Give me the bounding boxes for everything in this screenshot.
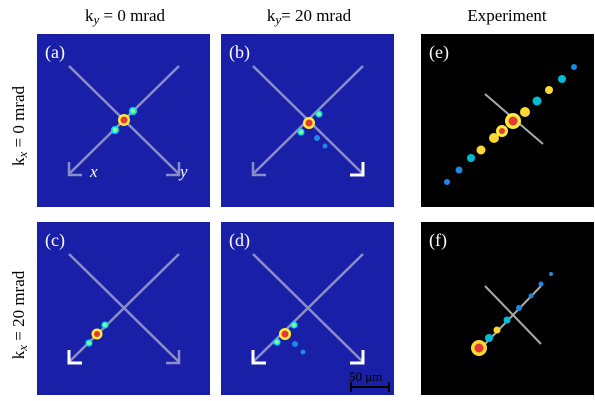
panel-f-label: (f) <box>429 230 447 251</box>
panel-c: (c) <box>37 222 210 395</box>
panel-d-label: (d) <box>229 230 250 251</box>
panel-b-label: (b) <box>229 42 250 63</box>
panel-e-label: (e) <box>429 42 449 63</box>
scalebar-label-d: 50 μm <box>349 369 382 385</box>
panel-e: (e) <box>421 34 594 207</box>
panel-b: (b) <box>221 34 394 207</box>
axis-label-y: y <box>180 162 188 182</box>
scalebar-label-f: 50 μm <box>545 369 578 385</box>
row-label-kx-20: kx = 20 mrad <box>9 247 31 383</box>
panel-a: (a) x y <box>37 34 210 207</box>
row-label-kx-0: kx = 0 mrad <box>9 66 31 186</box>
column-title-ky-20: ky= 20 mrad <box>224 6 394 28</box>
scalebar-d <box>350 386 390 388</box>
column-title-experiment: Experiment <box>422 6 592 26</box>
scalebar-f <box>546 386 586 388</box>
axis-label-x: x <box>90 162 98 182</box>
panel-c-label: (c) <box>45 230 65 251</box>
column-title-ky-0: ky = 0 mrad <box>40 6 210 28</box>
panel-a-label: (a) <box>45 42 65 63</box>
